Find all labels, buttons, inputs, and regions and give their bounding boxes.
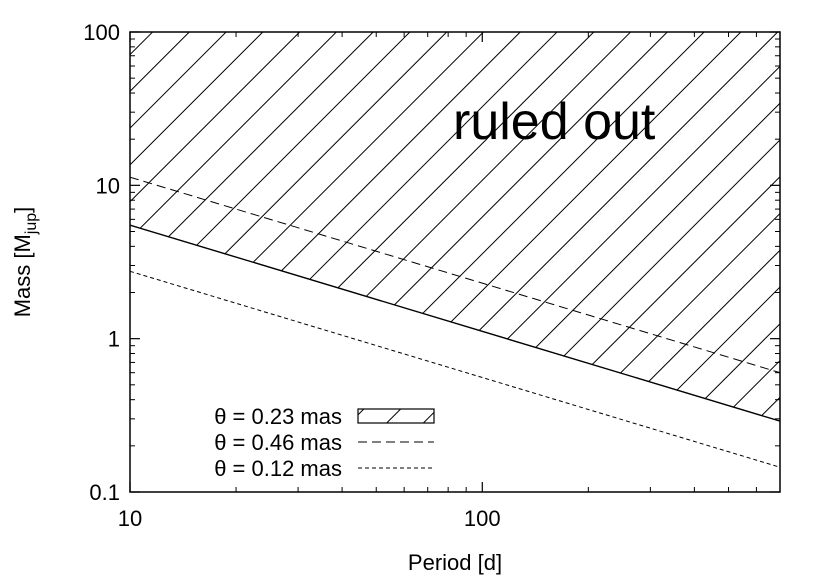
legend-swatch-1 [357, 408, 435, 424]
series-line-3 [130, 270, 780, 468]
legend-label-3: θ = 0.12 mas [214, 456, 342, 481]
ruled-out-hatched-region [130, 32, 780, 422]
legend-label-2: θ = 0.46 mas [214, 430, 342, 455]
y-axis-title: Mass [Mjup] [10, 207, 40, 318]
x-axis-title: Period [d] [408, 550, 502, 575]
ruled-out-annotation: ruled out [453, 93, 656, 151]
legend-label-1: θ = 0.23 mas [214, 404, 342, 429]
series-line-1 [130, 224, 780, 422]
plot-frame [129, 31, 781, 493]
y-tick-label: 100 [83, 20, 120, 45]
y-tick-label: 10 [96, 173, 120, 198]
series-line-2 [130, 176, 780, 374]
x-tick-label: 100 [464, 506, 501, 531]
x-tick-label: 10 [118, 506, 142, 531]
y-tick-label: 1 [108, 327, 120, 352]
y-tick-label: 0.1 [89, 480, 120, 505]
